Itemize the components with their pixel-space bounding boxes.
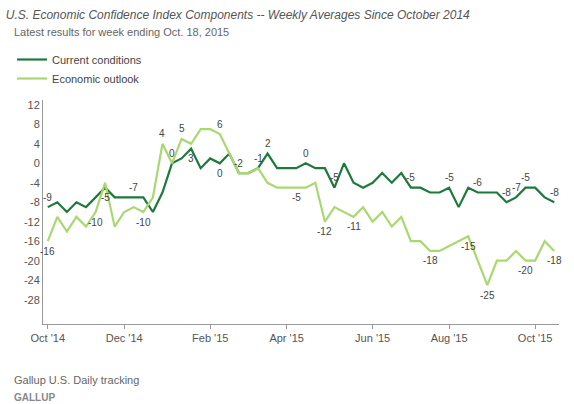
svg-text:-5: -5 (445, 172, 454, 183)
svg-text:-2: -2 (234, 158, 243, 169)
svg-text:-8: -8 (550, 187, 559, 198)
svg-text:-7: -7 (129, 182, 138, 193)
svg-text:-12: -12 (317, 226, 332, 237)
svg-text:8: 8 (34, 118, 40, 130)
svg-text:-1: -1 (254, 153, 263, 164)
svg-text:-5: -5 (330, 172, 339, 183)
svg-text:-4: -4 (30, 177, 40, 189)
svg-text:-6: -6 (473, 177, 482, 188)
svg-text:-12: -12 (24, 216, 40, 228)
svg-text:-20: -20 (24, 255, 40, 267)
svg-text:Oct '14: Oct '14 (31, 332, 66, 344)
svg-text:Oct '15: Oct '15 (518, 332, 553, 344)
svg-text:Gallup U.S. Daily tracking: Gallup U.S. Daily tracking (14, 374, 139, 386)
svg-text:Aug '15: Aug '15 (431, 332, 468, 344)
svg-text:2: 2 (265, 138, 271, 149)
svg-text:-8: -8 (30, 196, 40, 208)
svg-text:0: 0 (303, 148, 309, 159)
svg-text:4: 4 (34, 138, 40, 150)
svg-text:-5: -5 (101, 192, 110, 203)
svg-text:0: 0 (34, 157, 40, 169)
svg-text:-9: -9 (43, 192, 52, 203)
svg-text:5: 5 (179, 123, 185, 134)
svg-text:-16: -16 (24, 235, 40, 247)
svg-text:-18: -18 (423, 255, 438, 266)
svg-text:-28: -28 (24, 294, 40, 306)
svg-text:-5: -5 (406, 172, 415, 183)
svg-text:-10: -10 (88, 217, 103, 228)
svg-text:6: 6 (217, 119, 223, 130)
svg-text:12: 12 (28, 99, 40, 111)
svg-text:Current conditions: Current conditions (52, 54, 142, 66)
svg-text:-5: -5 (292, 192, 301, 203)
svg-text:Apr '15: Apr '15 (269, 332, 304, 344)
svg-text:Economic outlook: Economic outlook (52, 73, 139, 85)
svg-text:-5: -5 (521, 172, 530, 183)
svg-text:Dec '14: Dec '14 (106, 332, 143, 344)
svg-text:-7: -7 (512, 182, 521, 193)
svg-text:-20: -20 (518, 265, 533, 276)
svg-text:0: 0 (169, 148, 175, 159)
svg-text:-25: -25 (480, 290, 495, 301)
svg-text:3: 3 (188, 153, 194, 164)
svg-text:-24: -24 (24, 274, 40, 286)
svg-text:-8: -8 (502, 187, 511, 198)
svg-text:GALLUP: GALLUP (14, 392, 55, 403)
svg-text:Jun '15: Jun '15 (355, 332, 390, 344)
svg-text:-15: -15 (461, 241, 476, 252)
svg-text:-11: -11 (347, 221, 361, 232)
svg-text:U.S. Economic Confidence Index: U.S. Economic Confidence Index Component… (6, 8, 470, 22)
svg-text:-18: -18 (547, 255, 562, 266)
svg-text:0: 0 (217, 168, 223, 179)
svg-text:Latest results for week ending: Latest results for week ending Oct. 18, … (14, 26, 229, 38)
svg-text:-16: -16 (40, 246, 55, 257)
svg-text:-10: -10 (136, 217, 151, 228)
svg-text:4: 4 (159, 128, 165, 139)
svg-text:Feb '15: Feb '15 (192, 332, 228, 344)
